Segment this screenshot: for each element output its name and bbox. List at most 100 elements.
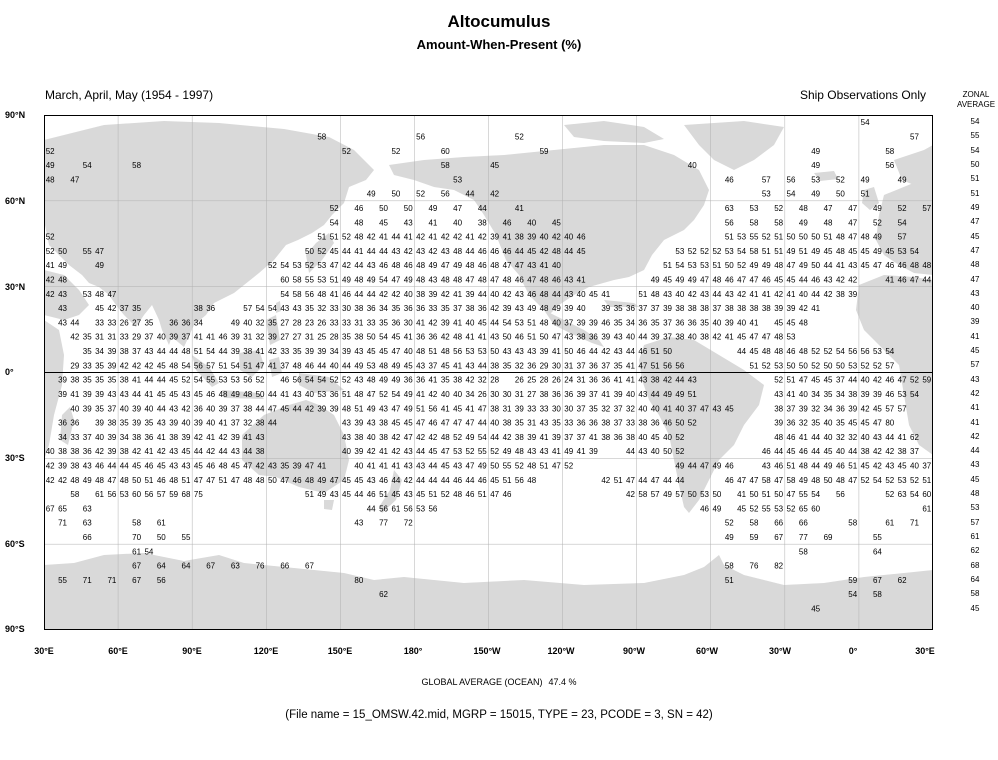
grid-cell-value: 46 bbox=[725, 175, 734, 184]
grid-cell-value: 41 bbox=[379, 233, 388, 242]
grid-cell-value: 40 bbox=[70, 404, 79, 413]
grid-cell-value: 52 bbox=[441, 490, 450, 499]
grid-cell-value: 50 bbox=[787, 361, 796, 370]
grid-cell-value: 38 bbox=[478, 218, 487, 227]
grid-cell-value: 42 bbox=[219, 433, 228, 442]
grid-cell-value: 35 bbox=[83, 347, 92, 356]
grid-cell-value: 50 bbox=[836, 361, 845, 370]
grid-cell-value: 45 bbox=[379, 218, 388, 227]
grid-cell-value: 44 bbox=[638, 476, 647, 485]
grid-cell-value: 50 bbox=[712, 490, 721, 499]
grid-cell-value: 48 bbox=[799, 318, 808, 327]
grid-cell-value: 45 bbox=[552, 218, 561, 227]
land-new-guinea bbox=[299, 373, 344, 393]
grid-cell-value: 42 bbox=[478, 233, 487, 242]
x-tick-label: 0° bbox=[848, 646, 858, 656]
grid-cell-value: 44 bbox=[515, 247, 524, 256]
grid-cell-value: 72 bbox=[404, 519, 413, 528]
grid-cell-value: 56 bbox=[663, 361, 672, 370]
grid-cell-value: 25 bbox=[317, 333, 326, 342]
grid-cell-value: 38 bbox=[256, 419, 265, 428]
grid-cell-value: 30 bbox=[552, 404, 561, 413]
grid-cell-value: 39 bbox=[527, 233, 536, 242]
grid-cell-value: 52 bbox=[750, 504, 759, 513]
grid-cell-value: 41 bbox=[589, 433, 598, 442]
grid-cell-value: 43 bbox=[774, 390, 783, 399]
grid-cell-value: 49 bbox=[762, 261, 771, 270]
zonal-average-value: 54 bbox=[970, 145, 980, 155]
grid-cell-value: 43 bbox=[182, 461, 191, 470]
grid-cell-value: 41 bbox=[787, 290, 796, 299]
grid-cell-value: 36 bbox=[367, 304, 376, 313]
grid-cell-value: 49 bbox=[527, 304, 536, 313]
grid-cell-value: 40 bbox=[466, 318, 475, 327]
grid-cell-value: 58 bbox=[725, 562, 734, 571]
grid-cell-value: 56 bbox=[157, 576, 166, 585]
grid-cell-value: 47 bbox=[638, 361, 647, 370]
grid-cell-value: 48 bbox=[243, 476, 252, 485]
zonal-average-value: 58 bbox=[970, 589, 980, 599]
grid-cell-value: 57 bbox=[910, 132, 919, 141]
grid-cell-value: 69 bbox=[824, 533, 833, 542]
grid-cell-value: 67 bbox=[305, 562, 314, 571]
grid-cell-value: 40 bbox=[527, 218, 536, 227]
grid-cell-value: 56 bbox=[848, 347, 857, 356]
grid-cell-value: 43 bbox=[367, 419, 376, 428]
grid-cell-value: 50 bbox=[811, 233, 820, 242]
grid-cell-value: 42 bbox=[391, 433, 400, 442]
y-tick-label: 30°N bbox=[5, 282, 26, 292]
grid-cell-value: 44 bbox=[391, 233, 400, 242]
grid-cell-value: 39 bbox=[503, 304, 512, 313]
grid-cell-value: 43 bbox=[58, 318, 67, 327]
grid-cell-value: 46 bbox=[305, 361, 314, 370]
grid-cell-value: 35 bbox=[441, 304, 450, 313]
grid-cell-value: 53 bbox=[700, 490, 709, 499]
grid-cell-value: 51 bbox=[651, 361, 660, 370]
grid-cell-value: 77 bbox=[799, 533, 808, 542]
grid-cell-value: 52 bbox=[712, 247, 721, 256]
zonal-average-column: 54 55 54 50 51 51 49 47 45 47 48 47 43 40 39 41 45 57 43 42… bbox=[955, 115, 995, 630]
grid-cell-value: 39 bbox=[83, 390, 92, 399]
grid-cell-value: 56 bbox=[861, 347, 870, 356]
grid-cell-value: 44 bbox=[157, 376, 166, 385]
grid-cell-value: 52 bbox=[675, 447, 684, 456]
grid-cell-value: 45 bbox=[737, 333, 746, 342]
grid-cell-value: 40 bbox=[651, 447, 660, 456]
grid-cell-value: 51 bbox=[527, 318, 536, 327]
grid-cell-value: 35 bbox=[824, 390, 833, 399]
grid-cell-value: 58 bbox=[873, 590, 882, 599]
grid-cell-value: 48 bbox=[453, 276, 462, 285]
grid-cell-value: 51 bbox=[478, 490, 487, 499]
grid-cell-value: 44 bbox=[293, 404, 302, 413]
grid-cell-value: 46 bbox=[836, 461, 845, 470]
grid-cell-value: 46 bbox=[552, 276, 561, 285]
grid-cell-value: 40 bbox=[552, 318, 561, 327]
grid-cell-value: 28 bbox=[540, 376, 549, 385]
grid-cell-value: 53 bbox=[774, 361, 783, 370]
grid-cell-value: 54 bbox=[503, 318, 512, 327]
grid-cell-value: 43 bbox=[182, 390, 191, 399]
grid-cell-value: 42 bbox=[774, 290, 783, 299]
grid-cell-value: 35 bbox=[144, 419, 153, 428]
season-label: March, April, May (1954 - 1997) bbox=[45, 88, 214, 102]
grid-cell-value: 45 bbox=[231, 461, 240, 470]
grid-cell-value: 44 bbox=[428, 476, 437, 485]
land-japan bbox=[306, 233, 334, 273]
grid-cell-value: 40 bbox=[824, 419, 833, 428]
grid-cell-value: 44 bbox=[811, 433, 820, 442]
grid-cell-value: 52 bbox=[46, 147, 55, 156]
grid-cell-value: 35 bbox=[83, 333, 92, 342]
grid-cell-value: 47 bbox=[206, 476, 215, 485]
grid-cell-value: 43 bbox=[256, 433, 265, 442]
grid-cell-value: 46 bbox=[774, 461, 783, 470]
grid-cell-value: 28 bbox=[293, 318, 302, 327]
grid-cell-value: 39 bbox=[231, 433, 240, 442]
grid-cell-value: 34 bbox=[836, 390, 845, 399]
grid-cell-value: 41 bbox=[626, 376, 635, 385]
grid-cell-value: 44 bbox=[564, 247, 573, 256]
grid-cell-value: 41 bbox=[219, 419, 228, 428]
grid-cell-value: 39 bbox=[169, 419, 178, 428]
grid-cell-value: 52 bbox=[910, 376, 919, 385]
grid-cell-value: 37 bbox=[564, 433, 573, 442]
grid-cell-value: 30 bbox=[490, 390, 499, 399]
